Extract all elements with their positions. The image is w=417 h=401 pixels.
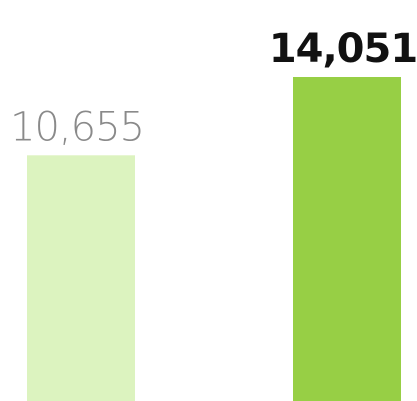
bar — [27, 155, 135, 401]
bar — [293, 77, 401, 401]
value-label: 14,051 — [269, 26, 417, 72]
value-label: 10,655 — [10, 104, 144, 150]
